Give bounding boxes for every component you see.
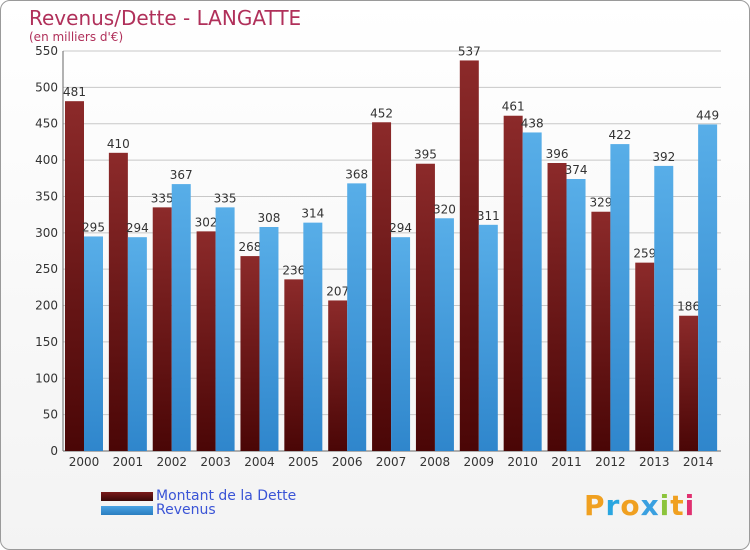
bar-revenus: [478, 224, 498, 451]
bar-dette: [415, 163, 435, 451]
data-label-revenus: 374: [565, 163, 588, 177]
y-tick-label: 500: [35, 80, 58, 94]
legend-label-revenus: Revenus: [156, 502, 216, 518]
data-label-revenus: 335: [214, 191, 237, 205]
bar-revenus: [127, 237, 147, 451]
bar-revenus: [391, 237, 411, 451]
data-label-revenus: 368: [345, 167, 368, 181]
data-label-dette: 186: [677, 300, 700, 314]
bar-dette: [372, 122, 392, 451]
x-tick-label: 2010: [507, 455, 538, 469]
x-tick-label: 2000: [69, 455, 100, 469]
data-label-dette: 329: [589, 196, 612, 210]
legend-swatch-dette: [101, 492, 153, 501]
bar-dette: [196, 231, 216, 451]
data-label-revenus: 367: [170, 168, 193, 182]
data-label-revenus: 294: [389, 221, 412, 235]
bar-dette: [459, 60, 479, 452]
data-label-revenus: 295: [82, 220, 105, 234]
chart-subtitle: (en milliers d'€): [29, 30, 124, 44]
bar-revenus: [610, 144, 630, 451]
data-label-dette: 302: [195, 215, 218, 229]
x-tick-label: 2008: [420, 455, 451, 469]
y-tick-label: 200: [35, 299, 58, 313]
bar-dette: [240, 256, 260, 451]
y-tick-label: 450: [35, 117, 58, 131]
x-tick-label: 2011: [551, 455, 582, 469]
bar-dette: [328, 300, 348, 451]
y-tick-label: 400: [35, 153, 58, 167]
data-label-revenus: 438: [521, 116, 544, 130]
x-tick-label: 2014: [683, 455, 714, 469]
bar-revenus: [566, 179, 586, 451]
data-label-revenus: 449: [696, 108, 719, 122]
y-tick-label: 300: [35, 226, 58, 240]
data-label-dette: 537: [458, 44, 481, 58]
data-label-dette: 481: [63, 85, 86, 99]
x-tick-label: 2006: [332, 455, 363, 469]
x-tick-label: 2003: [200, 455, 231, 469]
bar-dette: [108, 152, 128, 451]
x-tick-label: 2004: [244, 455, 275, 469]
data-label-dette: 396: [546, 147, 569, 161]
bar-revenus: [171, 184, 191, 451]
data-label-revenus: 314: [301, 207, 324, 221]
bar-dette: [679, 315, 699, 451]
bar-revenus: [84, 236, 103, 451]
bar-revenus: [215, 207, 235, 451]
chart-title: Revenus/Dette - LANGATTE: [29, 6, 302, 30]
data-label-revenus: 320: [433, 202, 456, 216]
data-label-revenus: 294: [126, 221, 149, 235]
bar-dette: [503, 115, 523, 452]
bar-revenus: [434, 218, 454, 451]
bar-revenus: [259, 227, 279, 451]
data-label-dette: 268: [239, 240, 262, 254]
legend-label-dette: Montant de la Dette: [156, 488, 297, 504]
bar-revenus: [654, 165, 674, 451]
bar-dette: [284, 279, 304, 451]
bar-dette: [635, 262, 655, 451]
x-tick-label: 2013: [639, 455, 670, 469]
y-tick-label: 250: [35, 262, 58, 276]
bar-revenus: [303, 222, 323, 451]
x-tick-label: 2007: [376, 455, 407, 469]
x-tick-label: 2012: [595, 455, 626, 469]
y-tick-label: 50: [43, 408, 58, 422]
data-label-revenus: 422: [608, 128, 631, 142]
bar-revenus: [698, 124, 718, 452]
data-label-dette: 236: [282, 263, 305, 277]
data-label-dette: 207: [326, 284, 349, 298]
legend-swatch-revenus: [101, 506, 153, 515]
y-tick-label: 550: [35, 44, 58, 58]
proxiti-logo: Proxiti: [584, 489, 696, 522]
data-label-dette: 335: [151, 191, 174, 205]
bar-revenus: [522, 132, 542, 452]
x-tick-label: 2009: [464, 455, 495, 469]
bar-dette: [591, 211, 611, 451]
y-tick-label: 150: [35, 335, 58, 349]
bar-dette: [547, 163, 567, 451]
x-tick-label: 2001: [113, 455, 144, 469]
y-tick-label: 100: [35, 371, 58, 385]
x-tick-label: 2005: [288, 455, 319, 469]
data-label-dette: 461: [502, 100, 525, 114]
bar-dette: [65, 101, 84, 451]
x-tick-label: 2002: [156, 455, 187, 469]
y-tick-label: 0: [50, 444, 58, 458]
data-label-dette: 395: [414, 148, 437, 162]
bar-revenus: [347, 183, 367, 451]
data-label-revenus: 311: [477, 209, 500, 223]
data-label-dette: 410: [107, 137, 130, 151]
y-tick-label: 350: [35, 189, 58, 203]
data-label-dette: 452: [370, 106, 393, 120]
data-label-dette: 259: [633, 247, 656, 261]
data-label-revenus: 392: [652, 150, 675, 164]
bar-dette: [152, 207, 172, 451]
data-label-revenus: 308: [258, 211, 281, 225]
